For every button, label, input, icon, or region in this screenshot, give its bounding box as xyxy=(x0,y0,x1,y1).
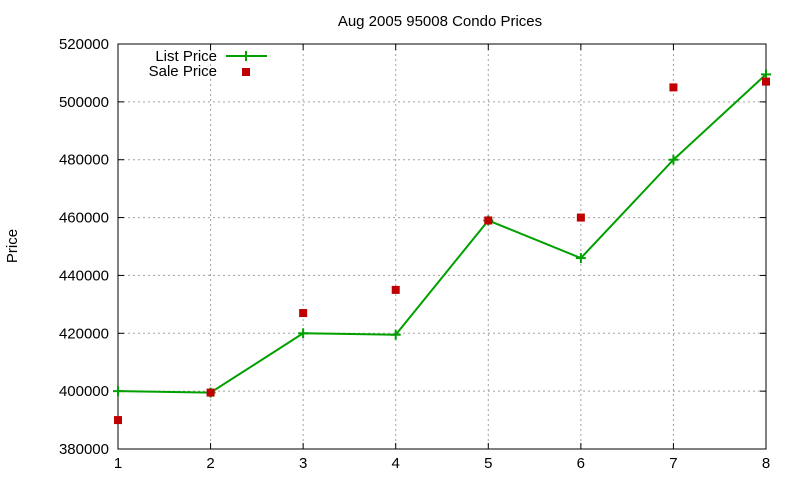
sale-price-point xyxy=(669,83,678,92)
x-tick-label: 5 xyxy=(484,455,492,472)
sale-price-point xyxy=(391,285,400,294)
x-tick-label: 7 xyxy=(669,455,677,472)
x-tick-label: 8 xyxy=(762,455,770,472)
list-price-point xyxy=(298,328,309,339)
x-axis: 1 2 3 4 5 6 7 8 xyxy=(114,44,770,472)
list-price-point xyxy=(575,253,586,264)
grid xyxy=(118,44,766,449)
y-tick-label: 520000 xyxy=(59,36,109,53)
legend-sale-price-label: Sale Price xyxy=(149,63,217,80)
legend: List Price Sale Price xyxy=(149,48,267,80)
y-tick-label: 400000 xyxy=(59,383,109,400)
y-tick-label: 480000 xyxy=(59,152,109,169)
y-tick-label: 460000 xyxy=(59,210,109,227)
y-tick-label: 420000 xyxy=(59,325,109,342)
sale-price-point xyxy=(762,77,770,86)
y-tick-label: 380000 xyxy=(59,441,109,458)
list-price-point xyxy=(668,154,679,165)
x-tick-label: 1 xyxy=(114,455,122,472)
sale-price-point xyxy=(576,213,585,222)
legend-list-price-marker xyxy=(241,51,251,61)
series-layer xyxy=(113,69,771,425)
sale-price-point xyxy=(114,416,122,425)
y-tick-label: 440000 xyxy=(59,267,109,284)
plot-border xyxy=(117,43,767,450)
list-price-point xyxy=(390,329,401,340)
y-axis-label: Price xyxy=(4,229,21,263)
y-tick-label: 500000 xyxy=(59,94,109,111)
x-tick-label: 3 xyxy=(299,455,307,472)
x-tick-label: 6 xyxy=(577,455,585,472)
sale-price-point xyxy=(299,309,308,318)
legend-list-price-label: List Price xyxy=(155,48,217,65)
legend-sale-price-marker xyxy=(242,68,250,76)
chart-title: Aug 2005 95008 Condo Prices xyxy=(338,13,542,30)
list-price-line xyxy=(117,73,767,394)
x-tick-label: 4 xyxy=(392,455,400,472)
list-price-point xyxy=(113,386,123,397)
x-tick-label: 2 xyxy=(206,455,214,472)
sale-price-point xyxy=(484,216,493,225)
sale-price-point xyxy=(206,388,215,397)
y-axis: 380000 400000 420000 440000 460000 480000 5000… xyxy=(59,36,766,458)
plot-frame xyxy=(117,43,767,450)
